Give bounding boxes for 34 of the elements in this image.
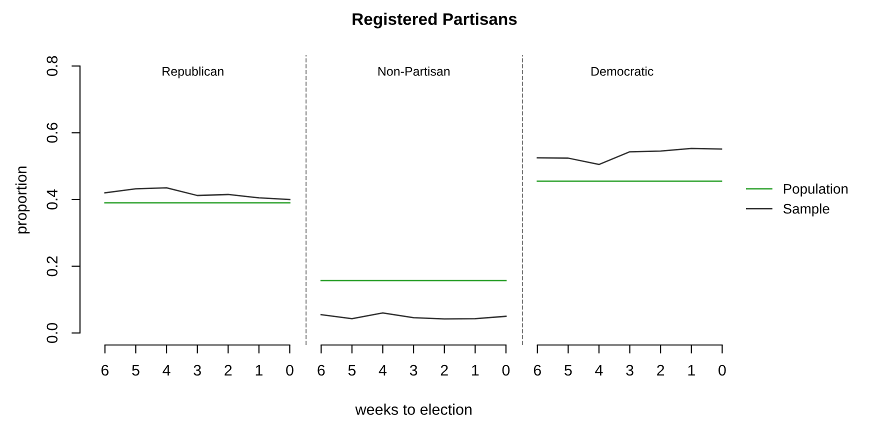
x-tick-label: 3 (626, 364, 634, 376)
x-tick-label: 4 (162, 365, 170, 376)
y-tick-label: 0.0 (46, 322, 58, 344)
y-tick-label: 0.6 (46, 122, 58, 143)
text: Republican (162, 66, 224, 78)
text: Non-Partisan (378, 66, 450, 76)
x-tick-label: 1 (256, 365, 262, 376)
x-tick-label: 6 (318, 364, 325, 376)
y-tick-label: 0.2 (46, 256, 58, 276)
y-tick-label: 0.4 (46, 189, 58, 210)
x-tick-label: 2 (440, 364, 448, 376)
y-tick-label: 0.8 (46, 56, 58, 76)
x-tick-label: 0 (286, 364, 294, 376)
x-tick-label: 0 (718, 364, 726, 376)
y-axis-title: proportion (15, 166, 30, 234)
x-tick-label: 2 (657, 364, 664, 376)
x-tick-label: 1 (688, 365, 695, 376)
x-axis-title: weeks to election (355, 404, 472, 415)
x-tick-label: 3 (410, 364, 418, 376)
x-tick-label: 4 (378, 365, 387, 376)
legend-label: Sample (783, 203, 830, 216)
x-tick-label: 5 (564, 365, 572, 376)
x-tick-label: 1 (472, 365, 479, 376)
x-tick-label: 2 (224, 364, 232, 376)
legend-label: Population (784, 184, 848, 197)
x-tick-label: 4 (595, 365, 603, 376)
chart-title: Registered Partisans (352, 12, 517, 28)
text: Democratic (592, 66, 654, 76)
x-tick-label: 6 (101, 364, 109, 376)
x-tick-label: 5 (132, 365, 140, 376)
x-tick-label: 6 (534, 364, 541, 376)
x-tick-label: 5 (348, 365, 356, 376)
x-tick-label: 3 (194, 364, 201, 376)
x-tick-label: 0 (502, 364, 510, 376)
